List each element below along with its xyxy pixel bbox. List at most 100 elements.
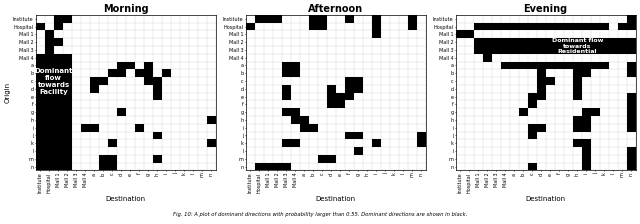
Bar	[45, 54, 54, 62]
Bar	[483, 46, 492, 54]
Bar	[36, 77, 45, 85]
Bar	[45, 46, 54, 54]
Bar	[509, 23, 518, 30]
Bar	[492, 38, 500, 46]
Bar	[627, 69, 636, 77]
Bar	[372, 15, 381, 23]
Bar	[54, 93, 63, 100]
Bar	[600, 38, 609, 46]
Bar	[555, 23, 564, 30]
Bar	[417, 131, 426, 139]
Bar	[291, 139, 300, 147]
Bar	[99, 163, 108, 170]
Bar	[600, 46, 609, 54]
Bar	[527, 23, 537, 30]
Bar	[345, 131, 354, 139]
Bar	[36, 124, 45, 131]
Bar	[45, 38, 54, 46]
Title: Afternoon: Afternoon	[308, 4, 364, 14]
Bar	[573, 124, 582, 131]
Bar	[618, 23, 627, 30]
Bar	[108, 69, 116, 77]
Bar	[582, 69, 591, 77]
Bar	[527, 100, 537, 108]
Bar	[54, 77, 63, 85]
Bar	[207, 139, 216, 147]
Bar	[372, 23, 381, 30]
Bar	[518, 62, 527, 69]
Bar	[153, 85, 162, 93]
Bar	[573, 46, 582, 54]
Bar	[582, 23, 591, 30]
Bar	[90, 124, 99, 131]
Bar	[518, 46, 527, 54]
Bar	[54, 116, 63, 124]
Bar	[456, 30, 465, 38]
Bar	[527, 131, 537, 139]
Bar	[108, 163, 116, 170]
Bar	[264, 163, 273, 170]
Bar	[627, 62, 636, 69]
Bar	[90, 77, 99, 85]
Bar	[63, 131, 72, 139]
Bar	[144, 77, 153, 85]
Bar	[54, 100, 63, 108]
Bar	[162, 69, 171, 77]
Bar	[291, 108, 300, 116]
Bar	[345, 77, 354, 85]
Bar	[54, 54, 63, 62]
Bar	[63, 62, 72, 69]
Bar	[291, 62, 300, 69]
Bar	[54, 163, 63, 170]
Bar	[327, 85, 336, 93]
Bar	[537, 23, 546, 30]
Bar	[465, 30, 474, 38]
Bar	[317, 15, 327, 23]
Bar	[573, 38, 582, 46]
Bar	[36, 62, 45, 69]
Bar	[54, 38, 63, 46]
Bar	[308, 124, 317, 131]
Bar	[474, 38, 483, 46]
Bar	[63, 15, 72, 23]
Bar	[308, 23, 317, 30]
Bar	[527, 93, 537, 100]
Bar	[317, 155, 327, 163]
Bar	[54, 69, 63, 77]
Bar	[474, 23, 483, 30]
Bar	[627, 108, 636, 116]
Bar	[126, 62, 135, 69]
Bar	[99, 155, 108, 163]
Bar	[573, 62, 582, 69]
Bar	[627, 163, 636, 170]
Bar	[63, 163, 72, 170]
Bar	[54, 147, 63, 155]
Bar	[36, 93, 45, 100]
Bar	[609, 38, 618, 46]
Bar	[264, 15, 273, 23]
Bar	[546, 46, 555, 54]
Bar	[627, 116, 636, 124]
Bar	[627, 46, 636, 54]
Bar	[483, 23, 492, 30]
Bar	[582, 116, 591, 124]
Bar	[273, 163, 282, 170]
Bar	[564, 38, 573, 46]
Bar	[500, 38, 509, 46]
Bar	[582, 147, 591, 155]
Bar	[591, 46, 600, 54]
Bar	[291, 69, 300, 77]
Bar	[564, 23, 573, 30]
Bar	[45, 30, 54, 38]
Bar	[500, 23, 509, 30]
Bar	[54, 15, 63, 23]
Y-axis label: Origin: Origin	[4, 82, 10, 103]
Bar	[500, 46, 509, 54]
Bar	[582, 139, 591, 147]
Bar	[591, 62, 600, 69]
Bar	[45, 155, 54, 163]
Bar	[54, 23, 63, 30]
Bar	[609, 46, 618, 54]
Bar	[54, 62, 63, 69]
Bar	[627, 23, 636, 30]
